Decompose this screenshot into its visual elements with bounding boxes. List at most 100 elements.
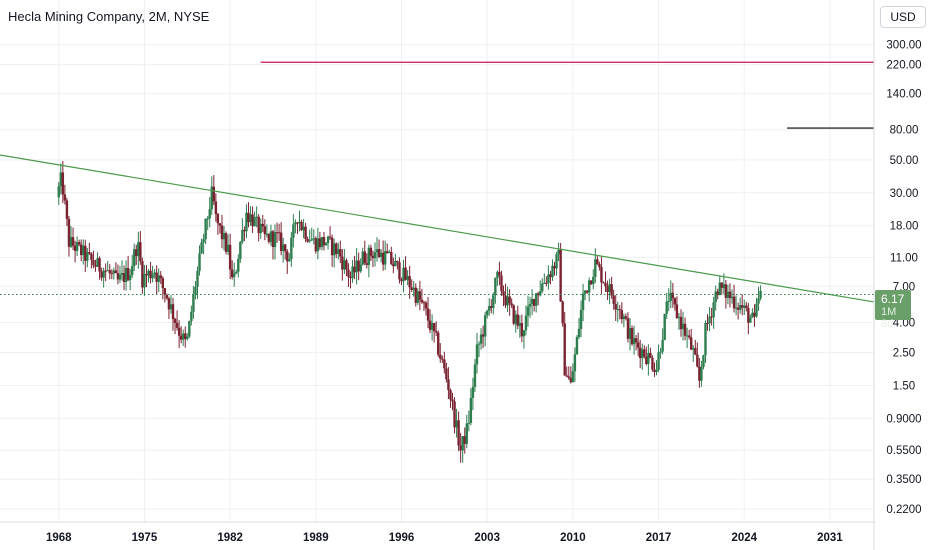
candle-body bbox=[173, 318, 177, 323]
candle-body bbox=[757, 298, 760, 304]
y-tick-label: 0.2200 bbox=[886, 504, 921, 516]
candle-body bbox=[210, 186, 213, 210]
candle-body bbox=[198, 253, 201, 271]
candle-body bbox=[143, 273, 146, 288]
candle-body bbox=[304, 226, 307, 240]
candle-body bbox=[404, 267, 407, 280]
candle-body bbox=[500, 275, 503, 292]
candle-body bbox=[614, 303, 617, 310]
candle-body bbox=[726, 291, 730, 298]
price-axis[interactable]: 300.00 220.00 140.00 80.00 50.00 30.00 18.00 11… bbox=[886, 40, 921, 516]
candle-body bbox=[61, 172, 65, 195]
candle-body bbox=[606, 286, 609, 293]
candle-body bbox=[749, 317, 752, 323]
candle-body bbox=[345, 260, 348, 270]
candle-body bbox=[447, 379, 450, 391]
candle-body bbox=[330, 237, 334, 256]
candle-body bbox=[318, 238, 322, 248]
candle-body bbox=[496, 271, 499, 279]
candle-body bbox=[120, 273, 124, 275]
candle-body bbox=[628, 328, 632, 339]
candle-body bbox=[392, 263, 395, 267]
candle-body bbox=[88, 252, 91, 254]
candle-body bbox=[314, 238, 318, 252]
candle-body bbox=[675, 304, 679, 318]
candle-body bbox=[310, 239, 313, 241]
candle-body bbox=[394, 260, 397, 267]
candle-body bbox=[224, 233, 228, 252]
candle-body bbox=[471, 386, 475, 398]
candle-body bbox=[106, 270, 109, 272]
candle-body bbox=[473, 364, 477, 387]
candle-body bbox=[504, 295, 507, 306]
time-axis[interactable]: 1968 1975 1982 1989 1996 2003 2010 2017 2024 2031 bbox=[46, 532, 843, 544]
candle-body bbox=[441, 358, 444, 360]
grid-lines bbox=[0, 0, 874, 522]
y-tick-label: 50.00 bbox=[890, 155, 919, 167]
candle-body bbox=[237, 258, 240, 272]
candle-body bbox=[100, 271, 103, 278]
candle-body bbox=[416, 291, 420, 303]
candle-body bbox=[420, 299, 424, 303]
candle-body bbox=[275, 232, 279, 234]
candle-body bbox=[594, 259, 597, 277]
candle-body bbox=[683, 323, 687, 336]
candle-body bbox=[292, 224, 295, 238]
candle-body bbox=[698, 366, 701, 381]
candle-body bbox=[685, 335, 689, 337]
candle-body bbox=[67, 218, 71, 247]
candle-body bbox=[696, 354, 699, 367]
candle-body bbox=[316, 238, 320, 252]
candle-body bbox=[469, 397, 473, 423]
candle-body bbox=[692, 348, 695, 350]
candle-body bbox=[708, 316, 711, 324]
candle-body bbox=[634, 338, 638, 343]
candle-body bbox=[406, 276, 409, 280]
candle-body bbox=[475, 344, 479, 365]
candle-body bbox=[357, 260, 360, 272]
candle-body bbox=[104, 270, 107, 272]
candle-body bbox=[434, 331, 438, 333]
candle-body bbox=[73, 245, 77, 251]
candle-body bbox=[596, 259, 599, 265]
candle-body bbox=[565, 375, 568, 377]
candle-body bbox=[741, 305, 744, 308]
candle-body bbox=[149, 270, 152, 279]
candle-body bbox=[457, 420, 460, 446]
candle-body bbox=[290, 237, 293, 260]
y-tick-label: 18.00 bbox=[890, 221, 919, 233]
candle-body bbox=[371, 255, 375, 259]
candle-body bbox=[485, 310, 489, 316]
candle-body bbox=[598, 264, 601, 268]
candle-body bbox=[308, 240, 311, 242]
candle-body bbox=[722, 284, 726, 288]
candle-body bbox=[437, 332, 440, 355]
candle-body bbox=[465, 423, 468, 444]
candle-body bbox=[281, 244, 285, 252]
candle-body bbox=[443, 359, 446, 369]
candle-body bbox=[673, 298, 677, 305]
candle-body bbox=[114, 270, 118, 274]
candle-body bbox=[671, 292, 675, 299]
candle-body bbox=[383, 251, 387, 265]
candle-body bbox=[159, 275, 162, 279]
x-tick-label: 1996 bbox=[389, 532, 415, 544]
candle-body bbox=[439, 354, 442, 359]
candle-body bbox=[645, 356, 648, 364]
candle-body bbox=[604, 283, 607, 287]
x-tick-label: 2017 bbox=[646, 532, 672, 544]
candle-body bbox=[155, 272, 158, 282]
candle-body bbox=[488, 306, 491, 311]
candle-body bbox=[245, 212, 248, 232]
candle-body bbox=[186, 336, 189, 340]
candle-body bbox=[326, 236, 330, 244]
candle-body bbox=[361, 251, 364, 265]
candle-body bbox=[743, 305, 746, 308]
candle-body bbox=[265, 233, 269, 235]
currency-button[interactable]: USD bbox=[880, 6, 926, 28]
candle-body bbox=[388, 252, 391, 254]
candle-body bbox=[151, 274, 154, 279]
candle-body bbox=[320, 237, 324, 248]
candle-body bbox=[526, 306, 530, 316]
